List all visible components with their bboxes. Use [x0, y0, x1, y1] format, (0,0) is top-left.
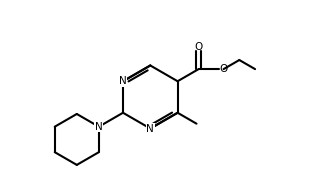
Text: O: O — [220, 64, 228, 74]
Text: N: N — [119, 76, 127, 86]
Text: N: N — [147, 124, 154, 133]
Text: O: O — [195, 42, 203, 52]
Text: N: N — [95, 122, 103, 132]
